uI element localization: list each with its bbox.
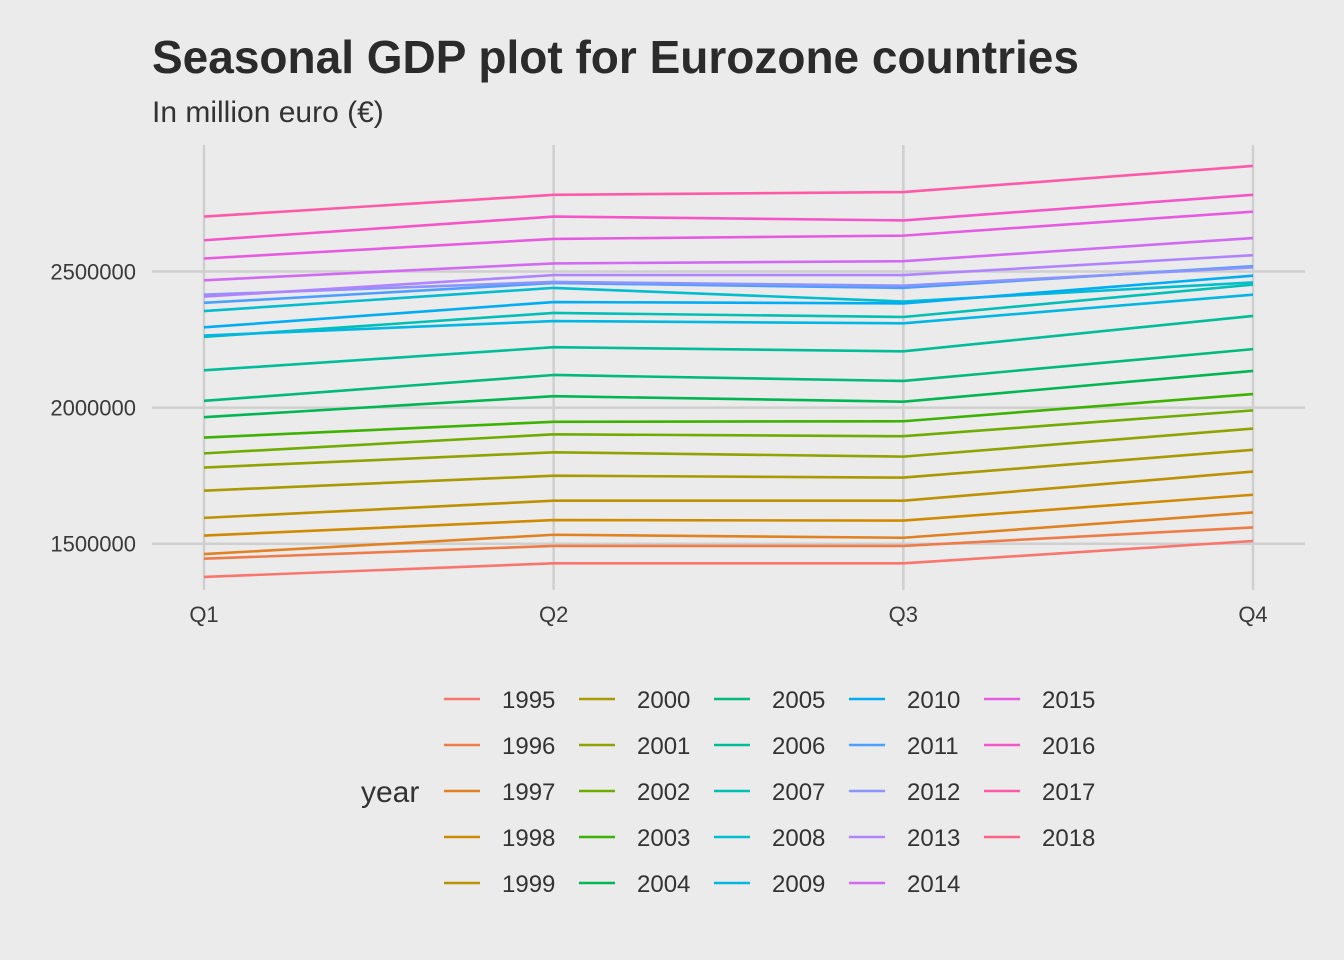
x-tick-label-q2: Q2 — [539, 602, 568, 627]
series-line-2017 — [203, 164, 1254, 218]
legend-label-2011: 2011 — [907, 733, 959, 760]
legend-label-2007: 2007 — [772, 779, 825, 806]
series-line-1997 — [203, 511, 1254, 556]
series-line-2001 — [203, 427, 1254, 469]
legend-label-2010: 2010 — [907, 687, 960, 714]
legend-label-2017: 2017 — [1042, 779, 1095, 806]
chart-title: Seasonal GDP plot for Eurozone countries — [152, 31, 1079, 83]
legend-label-2013: 2013 — [907, 825, 960, 852]
series-line-2002 — [203, 409, 1254, 455]
legend-label-2001: 2001 — [637, 733, 690, 760]
legend-label-1995: 1995 — [502, 687, 555, 714]
series-line-2015 — [203, 210, 1254, 260]
y-tick-label-1500000: 1500000 — [50, 532, 136, 557]
legend-label-2000: 2000 — [637, 687, 690, 714]
series-line-2004 — [203, 369, 1254, 419]
x-tick-label-q4: Q4 — [1238, 602, 1267, 627]
chart-subtitle: In million euro (€) — [152, 96, 384, 129]
series-line-2016 — [203, 193, 1254, 242]
legend-label-2016: 2016 — [1042, 733, 1095, 760]
series-line-1999 — [203, 470, 1254, 520]
series-line-2012 — [203, 266, 1254, 296]
series-line-2008 — [203, 281, 1254, 313]
x-tick-label-q3: Q3 — [889, 602, 918, 627]
series-line-1996 — [203, 526, 1254, 560]
legend-label-2005: 2005 — [772, 687, 825, 714]
y-tick-label-2500000: 2500000 — [50, 260, 136, 285]
legend-label-2006: 2006 — [772, 733, 825, 760]
legend-label-2004: 2004 — [637, 871, 690, 898]
legend-label-1999: 1999 — [502, 871, 555, 898]
series-line-2007 — [203, 283, 1254, 339]
legend-label-1997: 1997 — [502, 779, 555, 806]
series-line-2014 — [203, 236, 1254, 282]
legend-label-2018: 2018 — [1042, 825, 1095, 852]
legend-label-2002: 2002 — [637, 779, 690, 806]
plot-panel: 1500000 2000000 2500000 Q1 Q2 Q3 Q4 — [50, 145, 1305, 627]
series-line-2009 — [203, 293, 1254, 337]
legend-label-2012: 2012 — [907, 779, 960, 806]
legend-label-2008: 2008 — [772, 825, 825, 852]
legend-label-2003: 2003 — [637, 825, 690, 852]
series-line-2013 — [203, 253, 1254, 298]
legend-title: year — [361, 776, 419, 809]
legend-label-2015: 2015 — [1042, 687, 1095, 714]
legend-label-2014: 2014 — [907, 871, 960, 898]
series-line-2006 — [203, 314, 1254, 372]
series-line-2003 — [203, 392, 1254, 439]
legend-label-2009: 2009 — [772, 871, 825, 898]
series-line-1995 — [203, 539, 1254, 579]
series-line-2010 — [203, 274, 1254, 329]
x-tick-label-q1: Q1 — [189, 602, 218, 627]
legend-label-1996: 1996 — [502, 733, 555, 760]
series-line-2005 — [203, 347, 1254, 403]
series-line-2000 — [203, 448, 1254, 492]
series-line-1998 — [203, 493, 1254, 537]
y-tick-label-2000000: 2000000 — [50, 396, 136, 421]
legend: year 1995 1996 1997 1998 1999 2000 2001 2002 200… — [361, 687, 1095, 898]
legend-label-1998: 1998 — [502, 825, 555, 852]
